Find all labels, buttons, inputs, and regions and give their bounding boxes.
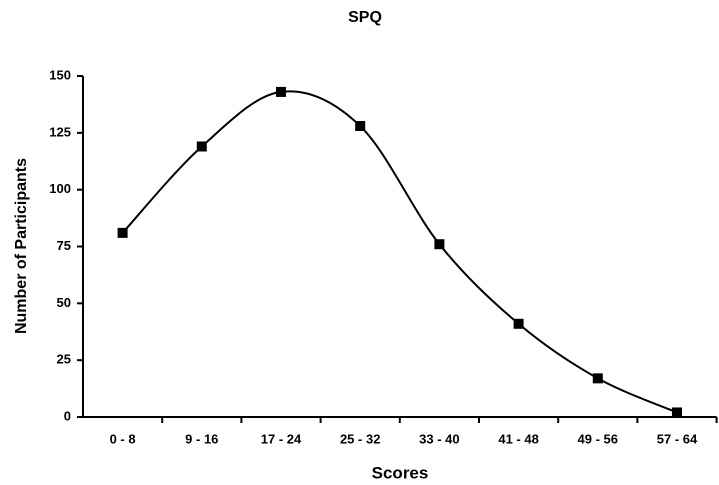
y-tick-label: 25 [57, 352, 71, 367]
marker [117, 227, 128, 238]
marker [672, 407, 682, 418]
marker [196, 141, 207, 152]
y-tick-label: 50 [57, 295, 71, 310]
marker [434, 239, 445, 250]
x-tick-label: 41 - 48 [498, 431, 538, 446]
y-axis-label: Number of Participants [13, 158, 30, 334]
marker [592, 373, 603, 384]
x-axis-label: Scores [372, 463, 429, 482]
y-tick-label: 75 [57, 238, 71, 253]
y-tick-label: 100 [49, 181, 71, 196]
x-tick-label: 33 - 40 [419, 431, 459, 446]
x-tick-label: 25 - 32 [340, 431, 380, 446]
marker [276, 86, 286, 97]
y-tick-label: 150 [49, 67, 71, 82]
chart-title: SPQ [348, 9, 382, 26]
marker [355, 121, 366, 132]
x-tick-label: 0 - 8 [110, 431, 136, 446]
marker [513, 318, 524, 329]
x-tick-label: 49 - 56 [578, 431, 618, 446]
x-tick-label: 9 - 16 [185, 431, 218, 446]
x-tick-label: 57 - 64 [657, 431, 698, 446]
x-tick-label: 17 - 24 [261, 431, 302, 446]
y-tick-label: 125 [49, 124, 71, 139]
y-tick-label: 0 [64, 408, 71, 423]
line [121, 90, 678, 414]
